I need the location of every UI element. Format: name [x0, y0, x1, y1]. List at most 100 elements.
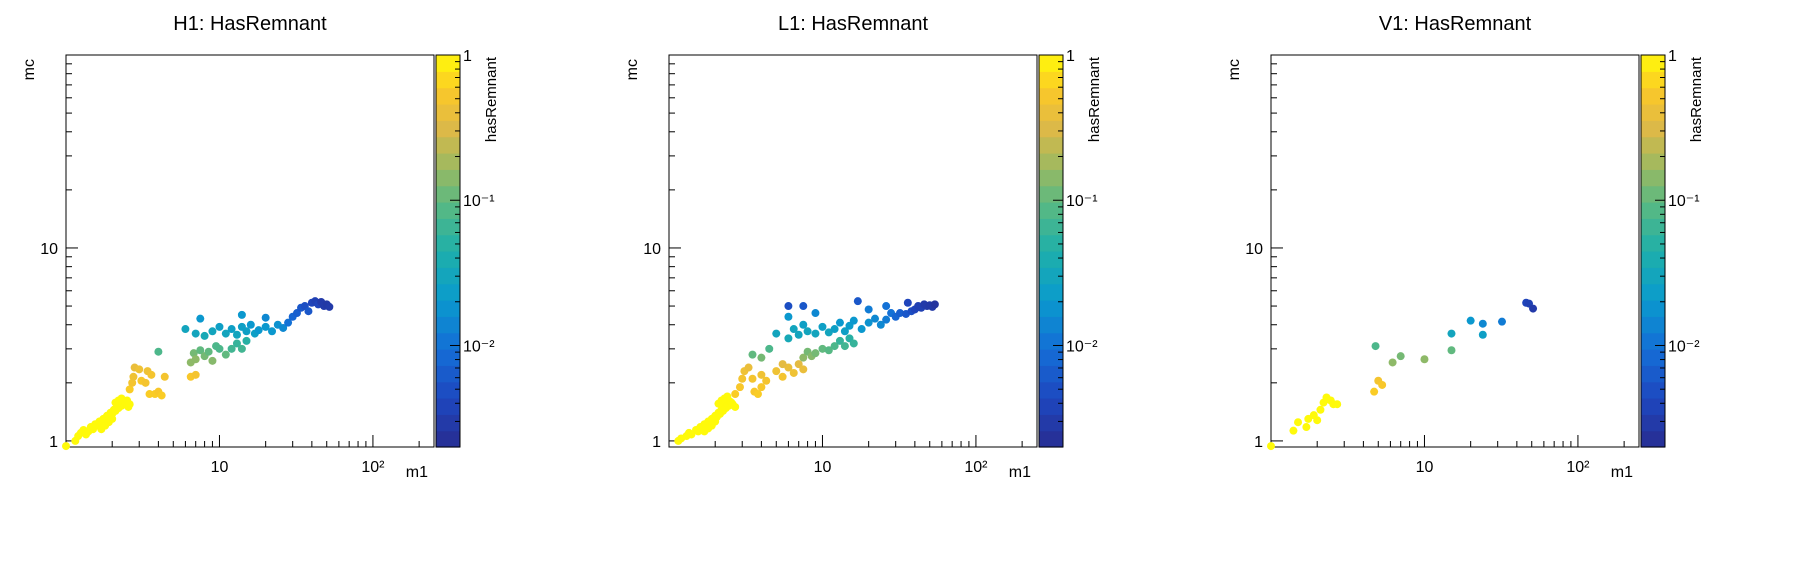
chart-panel-1: H1: HasRemnant 10 10² 1 10 m1 mc 1 10⁻¹ 10⁻² hasRe…: [21, 13, 500, 481]
colorbar-tick-label: 10⁻²: [463, 338, 495, 355]
colorbar-band: [436, 104, 460, 121]
colorbar-tick-label: 10⁻²: [1066, 338, 1098, 355]
chart-panel-2: L1: HasRemnant 10 10² 1 10 m1 mc 1 10⁻¹ 10⁻² hasRe…: [624, 13, 1103, 481]
scatter-point: [704, 424, 713, 433]
scatter-point: [227, 325, 236, 334]
scatter-point: [215, 344, 224, 353]
colorbar-band: [436, 87, 460, 105]
scatter-point: [818, 344, 827, 353]
colorbar-band: [1039, 234, 1063, 252]
scatter-point: [1529, 304, 1538, 313]
colorbar-frame: [1038, 54, 1064, 448]
colorbar-band: [1641, 104, 1665, 121]
scatter-point: [221, 329, 230, 338]
scatter-point: [1333, 400, 1342, 409]
colorbar-tick-label: 10⁻¹: [1066, 193, 1098, 210]
scatter-point: [882, 302, 891, 311]
colorbar-band: [1039, 185, 1063, 203]
scatter-point: [830, 342, 839, 351]
scatter-point: [101, 421, 110, 430]
colorbar-band: [436, 251, 460, 268]
scatter-point: [1396, 352, 1405, 361]
colorbar-band: [1641, 332, 1665, 350]
chart-panel-3: V1: HasRemnant 10 10² 1 10 m1 mc 1 10⁻¹ 10⁻² hasRe…: [1226, 13, 1705, 481]
scatter-point: [748, 374, 757, 383]
scatter-point: [757, 353, 766, 362]
scatter-point: [154, 347, 163, 356]
plot-frame: [65, 54, 435, 448]
y-tick-label: 10: [643, 241, 661, 258]
scatter-point: [824, 328, 833, 337]
scatter-point: [1478, 319, 1487, 328]
y-tick-label: 10: [1245, 241, 1263, 258]
colorbar-band: [1641, 300, 1665, 317]
colorbar-frame: [435, 54, 461, 448]
scatter-point: [1447, 329, 1456, 338]
colorbar-label: hasRemnant: [1086, 56, 1103, 142]
colorbar-band: [1641, 349, 1665, 366]
colorbar-band: [436, 218, 460, 236]
colorbar-band: [436, 136, 460, 154]
scatter-point: [221, 350, 230, 359]
colorbar-band: [436, 381, 460, 399]
scatter-point: [799, 320, 808, 329]
colorbar-band: [1039, 349, 1063, 366]
y-axis-label: mc: [21, 59, 38, 80]
scatter-point: [835, 336, 844, 345]
y-axis-label: mc: [1226, 59, 1243, 80]
colorbar-band: [1641, 185, 1665, 203]
scatter-point: [227, 344, 236, 353]
colorbar-band: [1641, 283, 1665, 301]
plot-frame: [668, 54, 1038, 448]
scatter-point: [191, 329, 200, 338]
colorbar-band: [436, 71, 460, 89]
colorbar-band: [436, 267, 460, 285]
scatter-point: [1466, 316, 1475, 325]
scatter-point: [181, 325, 190, 334]
colorbar-band: [436, 349, 460, 366]
scatter-point: [811, 349, 820, 358]
scatter-point: [1478, 330, 1487, 339]
x-tick-label: 10²: [361, 459, 385, 476]
scatter-point: [799, 353, 808, 362]
scatter-point: [803, 327, 812, 336]
scatter-point: [784, 312, 793, 321]
colorbar-band: [436, 283, 460, 301]
scatter-point: [840, 342, 849, 351]
scatter-points: [674, 297, 939, 445]
scatter-point: [723, 392, 732, 401]
colorbar-label: hasRemnant: [483, 56, 500, 142]
scatter-point: [268, 327, 277, 336]
scatter-point: [189, 349, 198, 358]
scatter-point: [772, 329, 781, 338]
scatter-point: [818, 322, 827, 331]
scatter-point: [204, 347, 213, 356]
scatter-point: [261, 313, 270, 322]
scatter-point: [811, 309, 820, 318]
scatter-point: [147, 370, 156, 379]
y-tick-label: 1: [652, 434, 661, 451]
scatter-point: [62, 442, 70, 451]
colorbar-band: [1641, 169, 1665, 187]
scatter-point: [261, 322, 270, 331]
scatter-point: [284, 318, 293, 327]
scatter-point: [784, 302, 793, 311]
scatter-point: [714, 399, 723, 408]
scatter-point: [304, 307, 313, 316]
plot-frame: [1270, 54, 1640, 448]
colorbar-band: [1039, 365, 1063, 383]
scatter-point: [849, 339, 858, 348]
colorbar-band: [1641, 153, 1665, 170]
colorbar-band: [1039, 153, 1063, 170]
y-tick-label: 1: [1254, 434, 1263, 451]
colorbar-band: [1039, 300, 1063, 317]
scatter-point: [208, 327, 217, 336]
colorbar-band: [436, 120, 460, 138]
scatter-point: [196, 314, 205, 323]
scatter-point: [849, 316, 858, 325]
scatter-point: [735, 383, 744, 392]
scatter-point: [794, 360, 803, 369]
scatter-point: [738, 374, 747, 383]
colorbar-band: [1641, 251, 1665, 268]
